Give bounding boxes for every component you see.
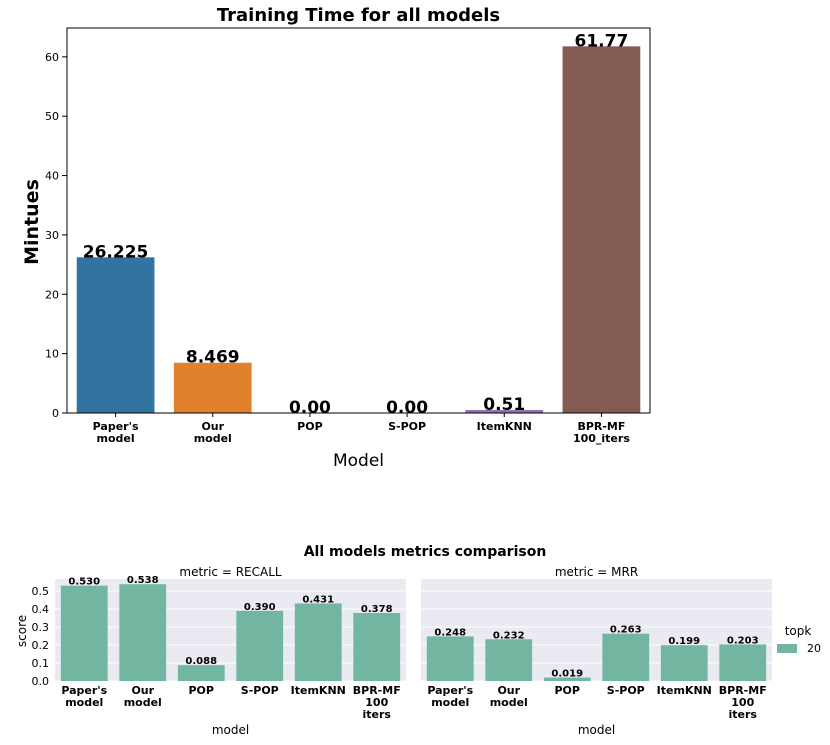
- value-label: 61.77: [575, 31, 629, 51]
- value-label: 0.530: [68, 577, 100, 588]
- x-tick-label: POP: [555, 684, 580, 697]
- y-tick-label: 30: [45, 229, 59, 242]
- y-tick-label: 0.1: [32, 657, 50, 670]
- x-tick-label: Paper's model: [61, 684, 107, 709]
- x-tick-label: S-POP: [607, 684, 645, 697]
- x-tick-label: POP: [297, 420, 322, 433]
- y-tick-label: 0.2: [32, 639, 50, 652]
- x-axis-label: model: [212, 723, 249, 737]
- x-tick-label: Our model: [194, 420, 232, 445]
- bar: [236, 610, 284, 681]
- x-tick-label: BPR-MF 100 iters: [353, 684, 401, 721]
- value-label: 0.51: [483, 395, 525, 415]
- x-tick-label: Paper's model: [427, 684, 473, 709]
- panel-background: [55, 579, 406, 681]
- legend-title: topk: [785, 624, 812, 638]
- x-tick-label: BPR-MF 100_iters: [573, 420, 630, 445]
- y-tick-label: 50: [45, 110, 59, 123]
- x-tick-label: ItemKNN: [291, 684, 346, 697]
- y-tick-label: 0.0: [32, 675, 50, 688]
- y-axis-label: Mintues: [21, 179, 43, 265]
- y-tick-label: 40: [45, 170, 59, 183]
- x-tick-label: POP: [189, 684, 214, 697]
- bar: [485, 639, 533, 681]
- x-tick-label: Our model: [490, 684, 528, 709]
- bar: [173, 362, 252, 413]
- value-label: 0.538: [127, 575, 159, 586]
- panel-title: metric = MRR: [555, 565, 638, 579]
- panel-background: [421, 579, 772, 681]
- bar: [602, 633, 650, 681]
- bar: [76, 257, 155, 413]
- bar: [60, 585, 108, 681]
- x-tick-label: S-POP: [241, 684, 279, 697]
- bar: [426, 636, 474, 681]
- value-label: 0.248: [434, 627, 466, 638]
- value-label: 0.232: [493, 630, 525, 641]
- value-label: 0.088: [185, 656, 217, 667]
- y-tick-label: 0.5: [32, 585, 50, 598]
- axes-frame: [66, 27, 651, 414]
- bar: [119, 584, 167, 681]
- x-tick-label: ItemKNN: [657, 684, 712, 697]
- legend-swatch: [777, 644, 797, 653]
- value-label: 0.019: [551, 669, 583, 680]
- value-label: 0.378: [361, 604, 393, 615]
- value-label: 0.203: [727, 635, 759, 646]
- x-tick-label: Our model: [124, 684, 162, 709]
- y-tick-label: 10: [45, 348, 59, 361]
- y-tick-label: 20: [45, 288, 59, 301]
- x-axis-label: Model: [333, 451, 384, 471]
- chart-title: Training Time for all models: [217, 5, 500, 26]
- y-tick-label: 60: [45, 51, 59, 64]
- legend-label: 20: [807, 642, 821, 655]
- x-axis-label: model: [578, 723, 615, 737]
- value-label: 26.225: [83, 242, 149, 262]
- y-tick-label: 0.4: [32, 603, 50, 616]
- x-tick-label: Paper's model: [93, 420, 139, 445]
- value-label: 0.431: [302, 594, 334, 605]
- value-label: 8.469: [186, 348, 240, 368]
- x-tick-label: ItemKNN: [477, 420, 532, 433]
- panel-title: metric = RECALL: [179, 565, 282, 579]
- value-label: 0.390: [244, 602, 276, 613]
- chart-title: All models metrics comparison: [304, 544, 547, 560]
- bar: [543, 677, 591, 681]
- bar: [294, 603, 342, 681]
- y-tick-label: 0.3: [32, 621, 50, 634]
- bar: [562, 46, 641, 414]
- bar: [465, 409, 544, 413]
- value-label: 0.199: [668, 636, 700, 647]
- y-axis-label: score: [15, 615, 29, 647]
- bar: [353, 613, 401, 681]
- bar: [177, 665, 225, 681]
- value-label: 0.263: [610, 625, 642, 636]
- y-tick-label: 0: [52, 407, 59, 420]
- bar: [660, 645, 708, 681]
- x-tick-label: BPR-MF 100 iters: [719, 684, 767, 721]
- bar: [719, 644, 767, 681]
- x-tick-label: S-POP: [388, 420, 426, 433]
